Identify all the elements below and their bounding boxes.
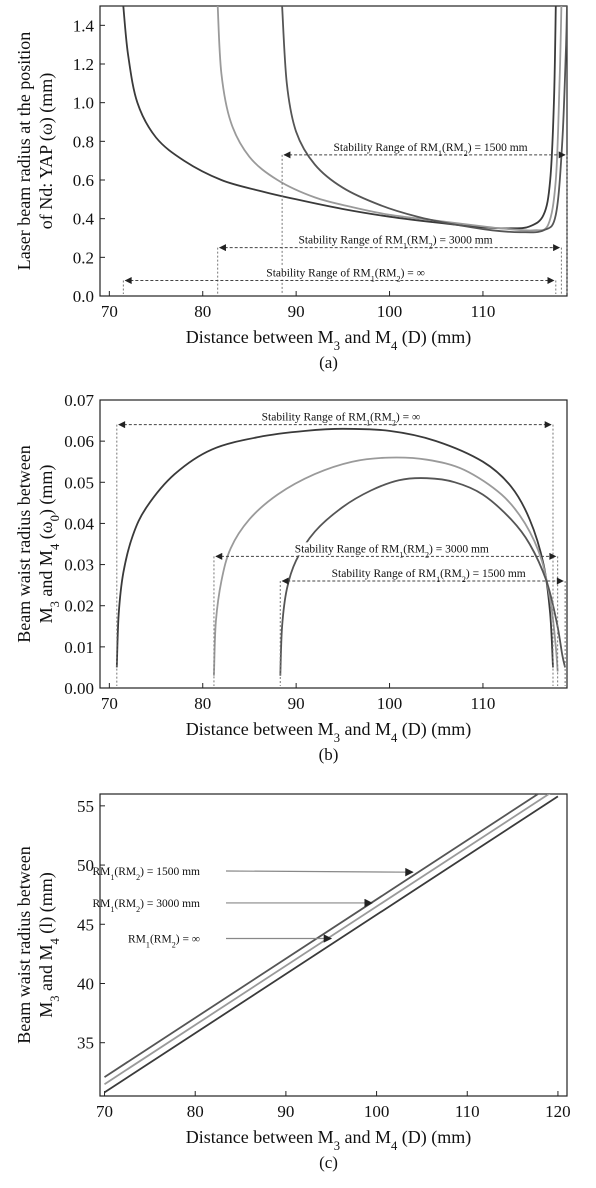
y-tick-label: 0.0	[73, 287, 94, 306]
x-tick-label: 90	[288, 694, 305, 713]
chart-panel-0: 70 80 90 100 110 0.0 0.2 0.4 0.6 0.8 1.0 1.2 1.4 Dist…	[14, 5, 568, 372]
chart-panel-1: 70 80 90 100 110 0.00 0.01 0.02 0.03 0.04 0.05 0.06…	[14, 391, 568, 764]
y-tick-label: 0.04	[64, 514, 94, 533]
series-line-1	[216, 6, 563, 232]
range-label: Stability Range of RM1(RM2) = 1500 mm	[332, 568, 526, 584]
panel-caption: (b)	[319, 745, 339, 764]
y-tick-label: 35	[77, 1034, 94, 1053]
plot-frame	[99, 399, 568, 689]
y-tick-label: 55	[77, 797, 94, 816]
y-axis-label-line2: M3 and M4 (ω0) (mm)	[36, 465, 62, 624]
series-line-1	[104, 794, 551, 1085]
y-tick-label: 0.6	[73, 171, 94, 190]
x-tick-label: 100	[377, 302, 403, 321]
x-tick-label: 110	[455, 1102, 480, 1121]
series-line-0	[115, 427, 554, 668]
series-group	[104, 794, 559, 1094]
series-line-2	[279, 477, 566, 676]
x-axis-label: Distance between M3 and M4 (D) (mm)	[186, 1127, 472, 1153]
y-axis-label-line2: of Nd: YAP (ω) (mm)	[36, 73, 57, 230]
y-axis-label-line1: Beam waist radius between	[14, 846, 34, 1043]
x-tick-label: 90	[288, 302, 305, 321]
y-tick-label: 0.01	[64, 638, 94, 657]
panel-caption: (c)	[319, 1153, 338, 1172]
plot-frame	[99, 793, 568, 1097]
chart-panel-2: 70 80 90 100 110 120 35 40 45 50 55 Distance betwee…	[14, 793, 571, 1172]
x-tick-label: 70	[96, 1102, 113, 1121]
x-tick-label: 100	[377, 694, 403, 713]
panel-caption: (a)	[319, 353, 338, 372]
y-tick-label: 0.2	[73, 248, 94, 267]
x-tick-label: 80	[194, 302, 211, 321]
x-axis-label: Distance between M3 and M4 (D) (mm)	[186, 719, 472, 745]
range-label-bg	[291, 542, 492, 556]
y-axis-label-line2: M3 and M4 (l) (mm)	[36, 872, 62, 1018]
range-label-bg	[295, 233, 496, 247]
range-label: Stability Range of RM1(RM2) = ∞	[266, 268, 425, 284]
range-label: Stability Range of RM1(RM2) = 3000 mm	[295, 543, 489, 559]
range-label: Stability Range of RM1(RM2) = 3000 mm	[298, 235, 492, 251]
annotation-label: RM1(RM2) = 1500 mm	[92, 866, 200, 882]
series-line-2	[281, 6, 567, 234]
y-tick-label: 1.2	[73, 55, 94, 74]
y-tick-label: 1.0	[73, 94, 94, 113]
range-label: Stability Range of RM1(RM2) = 1500 mm	[334, 142, 528, 158]
series-line-2	[104, 795, 559, 1094]
x-tick-label: 80	[187, 1102, 204, 1121]
x-tick-label: 110	[471, 694, 496, 713]
y-tick-label: 0.07	[64, 391, 94, 410]
series-line-1	[213, 456, 559, 676]
x-tick-label: 90	[277, 1102, 294, 1121]
x-tick-label: 70	[101, 694, 118, 713]
range-label-bg	[330, 140, 531, 154]
series-line-0	[104, 794, 540, 1078]
y-tick-label: 0.03	[64, 556, 94, 575]
plot-frame	[99, 5, 568, 297]
y-tick-label: 50	[77, 856, 94, 875]
y-tick-label: 0.00	[64, 679, 94, 698]
range-label-bg	[258, 410, 424, 424]
series-line-0	[122, 6, 557, 230]
x-axis-label: Distance between M3 and M4 (D) (mm)	[186, 327, 472, 353]
y-tick-label: 0.8	[73, 132, 94, 151]
annotation-label: RM1(RM2) = 3000 mm	[92, 898, 200, 914]
y-tick-label: 0.02	[64, 597, 94, 616]
y-tick-label: 0.05	[64, 473, 94, 492]
annotation-arrow	[225, 867, 414, 877]
y-tick-label: 45	[77, 915, 94, 934]
y-tick-label: 40	[77, 974, 94, 993]
series-group	[122, 6, 567, 234]
range-label: Stability Range of RM1(RM2) = ∞	[262, 412, 421, 428]
x-tick-label: 70	[101, 302, 118, 321]
y-axis-label-line1: Beam waist radius between	[14, 445, 34, 642]
x-tick-label: 120	[545, 1102, 571, 1121]
range-label-bg	[263, 266, 428, 280]
x-tick-label: 80	[194, 694, 211, 713]
y-tick-label: 0.06	[64, 432, 94, 451]
x-tick-label: 100	[364, 1102, 390, 1121]
y-tick-label: 0.4	[73, 210, 95, 229]
y-tick-label: 1.4	[73, 16, 95, 35]
y-axis-label-line1: Laser beam radius at the position	[14, 32, 34, 270]
range-label-bg	[328, 567, 529, 581]
x-tick-label: 110	[471, 302, 496, 321]
annotation-label: RM1(RM2) = ∞	[128, 933, 200, 949]
